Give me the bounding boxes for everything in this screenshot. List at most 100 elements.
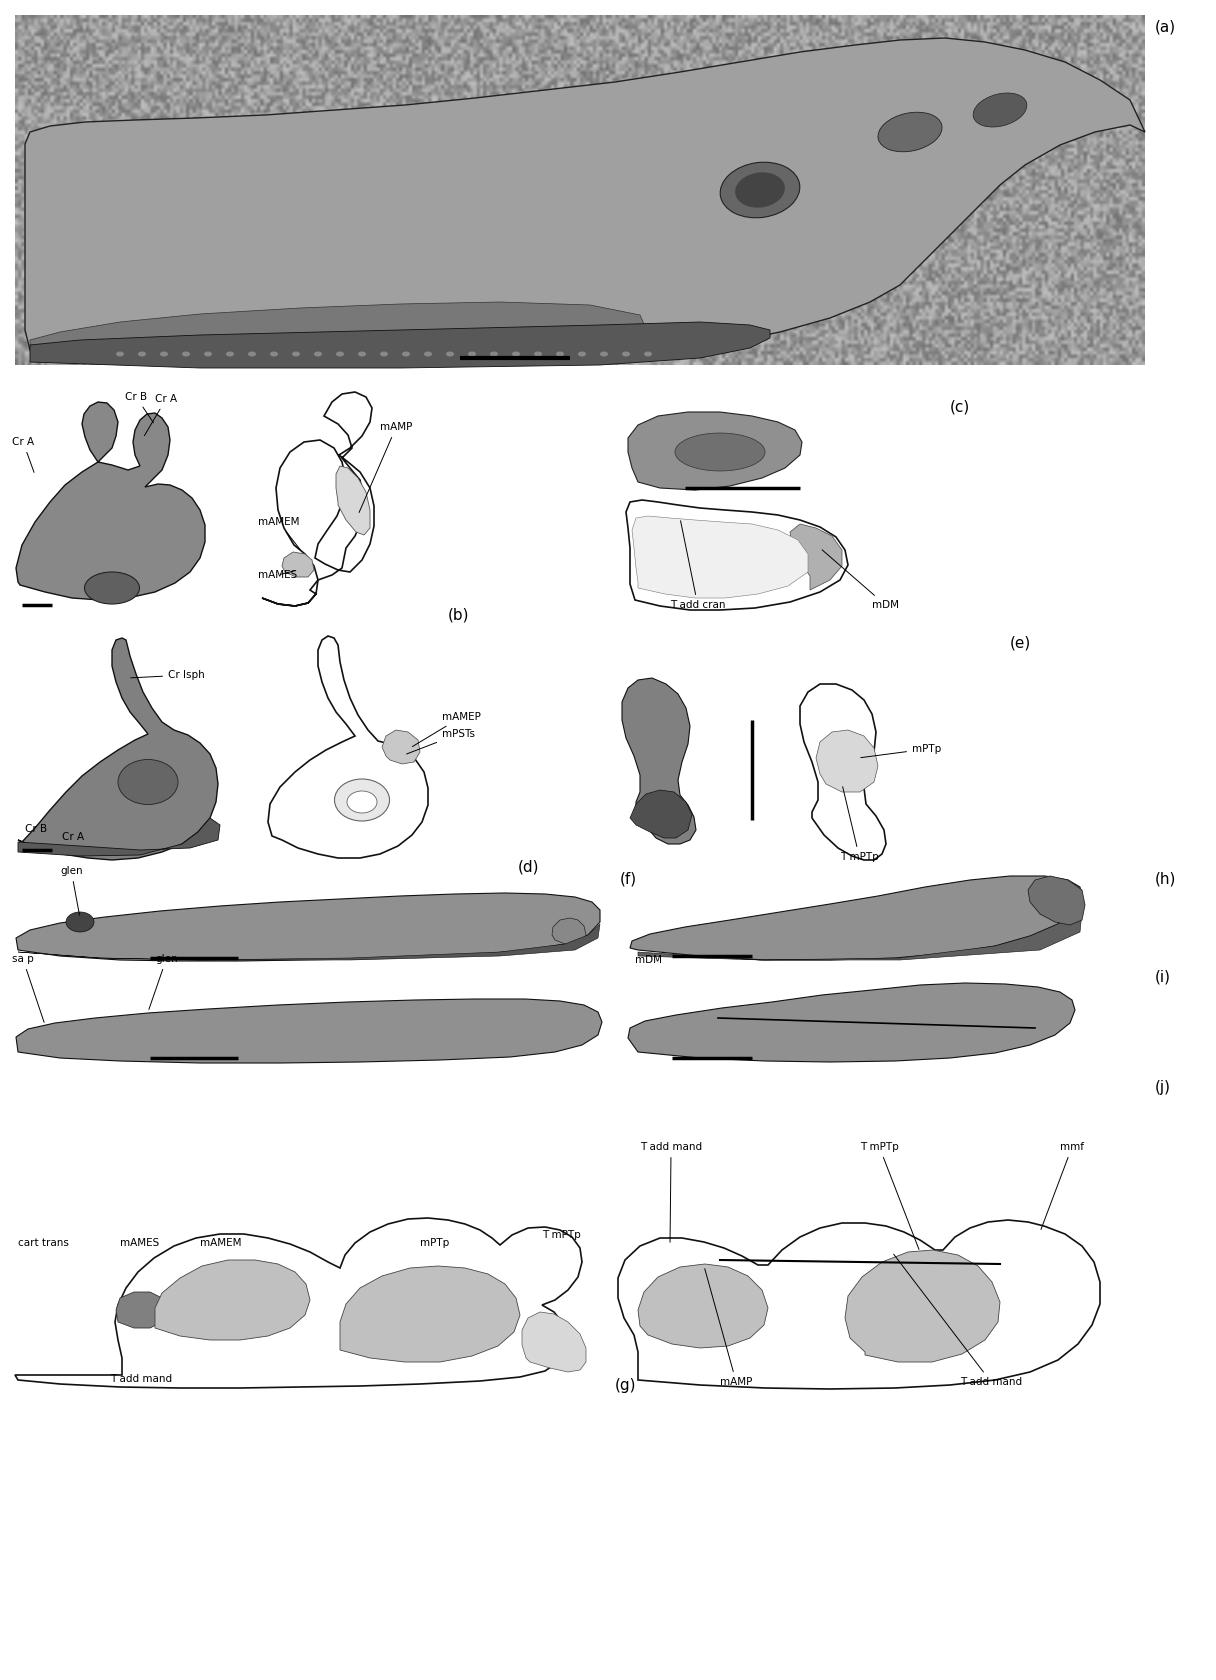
Polygon shape [18, 638, 218, 860]
Bar [627, 1072, 1150, 1389]
Ellipse shape [226, 351, 233, 356]
Polygon shape [382, 731, 420, 764]
Ellipse shape [578, 351, 586, 356]
Ellipse shape [599, 351, 608, 356]
Ellipse shape [468, 351, 475, 356]
Ellipse shape [116, 351, 124, 356]
Text: mDM: mDM [822, 549, 899, 610]
Ellipse shape [358, 351, 366, 356]
Text: (h): (h) [1155, 872, 1176, 887]
Ellipse shape [556, 351, 564, 356]
Ellipse shape [878, 113, 942, 151]
Polygon shape [116, 1292, 167, 1327]
Polygon shape [626, 501, 848, 610]
Bar [12, 390, 220, 612]
Ellipse shape [204, 351, 212, 356]
Text: (a): (a) [1155, 20, 1176, 35]
Ellipse shape [675, 433, 765, 470]
Ellipse shape [512, 351, 520, 356]
Polygon shape [340, 1267, 520, 1362]
Ellipse shape [137, 351, 146, 356]
Polygon shape [282, 553, 314, 576]
Ellipse shape [720, 163, 800, 218]
Text: mAMEM: mAMEM [199, 1238, 242, 1248]
Bar [627, 870, 1148, 959]
Ellipse shape [379, 351, 388, 356]
Text: T mPTp: T mPTp [542, 1230, 581, 1240]
Bar [627, 400, 940, 492]
Text: Cr A: Cr A [145, 395, 178, 435]
Polygon shape [268, 637, 428, 858]
Polygon shape [618, 1220, 1100, 1389]
Ellipse shape [336, 351, 344, 356]
Text: mDM: mDM [635, 954, 662, 964]
Text: Cr lsph: Cr lsph [131, 670, 204, 680]
Text: mmf: mmf [1041, 1142, 1083, 1230]
Text: Cr A: Cr A [12, 437, 34, 472]
Text: mAMEM: mAMEM [258, 517, 300, 549]
Ellipse shape [118, 759, 178, 805]
Polygon shape [816, 731, 878, 791]
Bar [800, 628, 1004, 865]
Text: T mPTp: T mPTp [860, 1142, 919, 1250]
Bar [240, 385, 465, 620]
Bar [0, 1399, 1216, 1680]
Text: (d): (d) [518, 860, 540, 875]
Text: (c): (c) [950, 400, 970, 415]
Ellipse shape [644, 351, 652, 356]
Text: mPTp: mPTp [420, 1238, 449, 1248]
Polygon shape [845, 1250, 1000, 1362]
Polygon shape [154, 1260, 310, 1341]
Ellipse shape [973, 92, 1026, 128]
Polygon shape [30, 323, 770, 368]
Polygon shape [16, 402, 206, 600]
Ellipse shape [270, 351, 278, 356]
Polygon shape [30, 302, 651, 358]
Text: (b): (b) [447, 608, 469, 623]
Bar [0, 0, 1216, 20]
Text: T add cran: T add cran [670, 521, 726, 610]
Polygon shape [623, 679, 696, 843]
Polygon shape [26, 39, 1145, 365]
Text: cart trans: cart trans [18, 1238, 69, 1248]
Polygon shape [630, 790, 692, 838]
Ellipse shape [292, 351, 300, 356]
Polygon shape [16, 894, 599, 961]
Ellipse shape [334, 780, 389, 822]
Ellipse shape [66, 912, 94, 932]
Bar [12, 872, 612, 959]
Bar [627, 497, 940, 612]
Bar [272, 628, 518, 869]
Text: mAMES: mAMES [258, 570, 297, 580]
Ellipse shape [248, 351, 257, 356]
Bar [12, 966, 612, 1060]
Ellipse shape [534, 351, 542, 356]
Ellipse shape [736, 173, 784, 208]
Polygon shape [1028, 875, 1085, 926]
Text: Cr B: Cr B [26, 823, 47, 833]
Text: T add mand: T add mand [894, 1255, 1023, 1388]
Polygon shape [16, 1000, 602, 1063]
Text: glen: glen [60, 865, 83, 916]
Ellipse shape [161, 351, 168, 356]
Ellipse shape [347, 791, 377, 813]
Polygon shape [18, 924, 599, 959]
Text: (e): (e) [1010, 635, 1031, 650]
Ellipse shape [182, 351, 190, 356]
Text: T mPTp: T mPTp [840, 786, 879, 862]
Text: mPSTs: mPSTs [406, 729, 475, 754]
Ellipse shape [623, 351, 630, 356]
Text: (f): (f) [620, 872, 637, 887]
Text: mAMP: mAMP [705, 1268, 753, 1388]
Text: Cr B: Cr B [125, 391, 153, 423]
Polygon shape [630, 875, 1082, 959]
Polygon shape [552, 917, 586, 944]
Polygon shape [15, 1218, 582, 1388]
Ellipse shape [84, 571, 140, 605]
Polygon shape [522, 1312, 586, 1373]
Ellipse shape [424, 351, 432, 356]
Ellipse shape [490, 351, 499, 356]
Bar [12, 1070, 615, 1389]
Text: (i): (i) [1155, 969, 1171, 984]
Polygon shape [627, 983, 1075, 1062]
